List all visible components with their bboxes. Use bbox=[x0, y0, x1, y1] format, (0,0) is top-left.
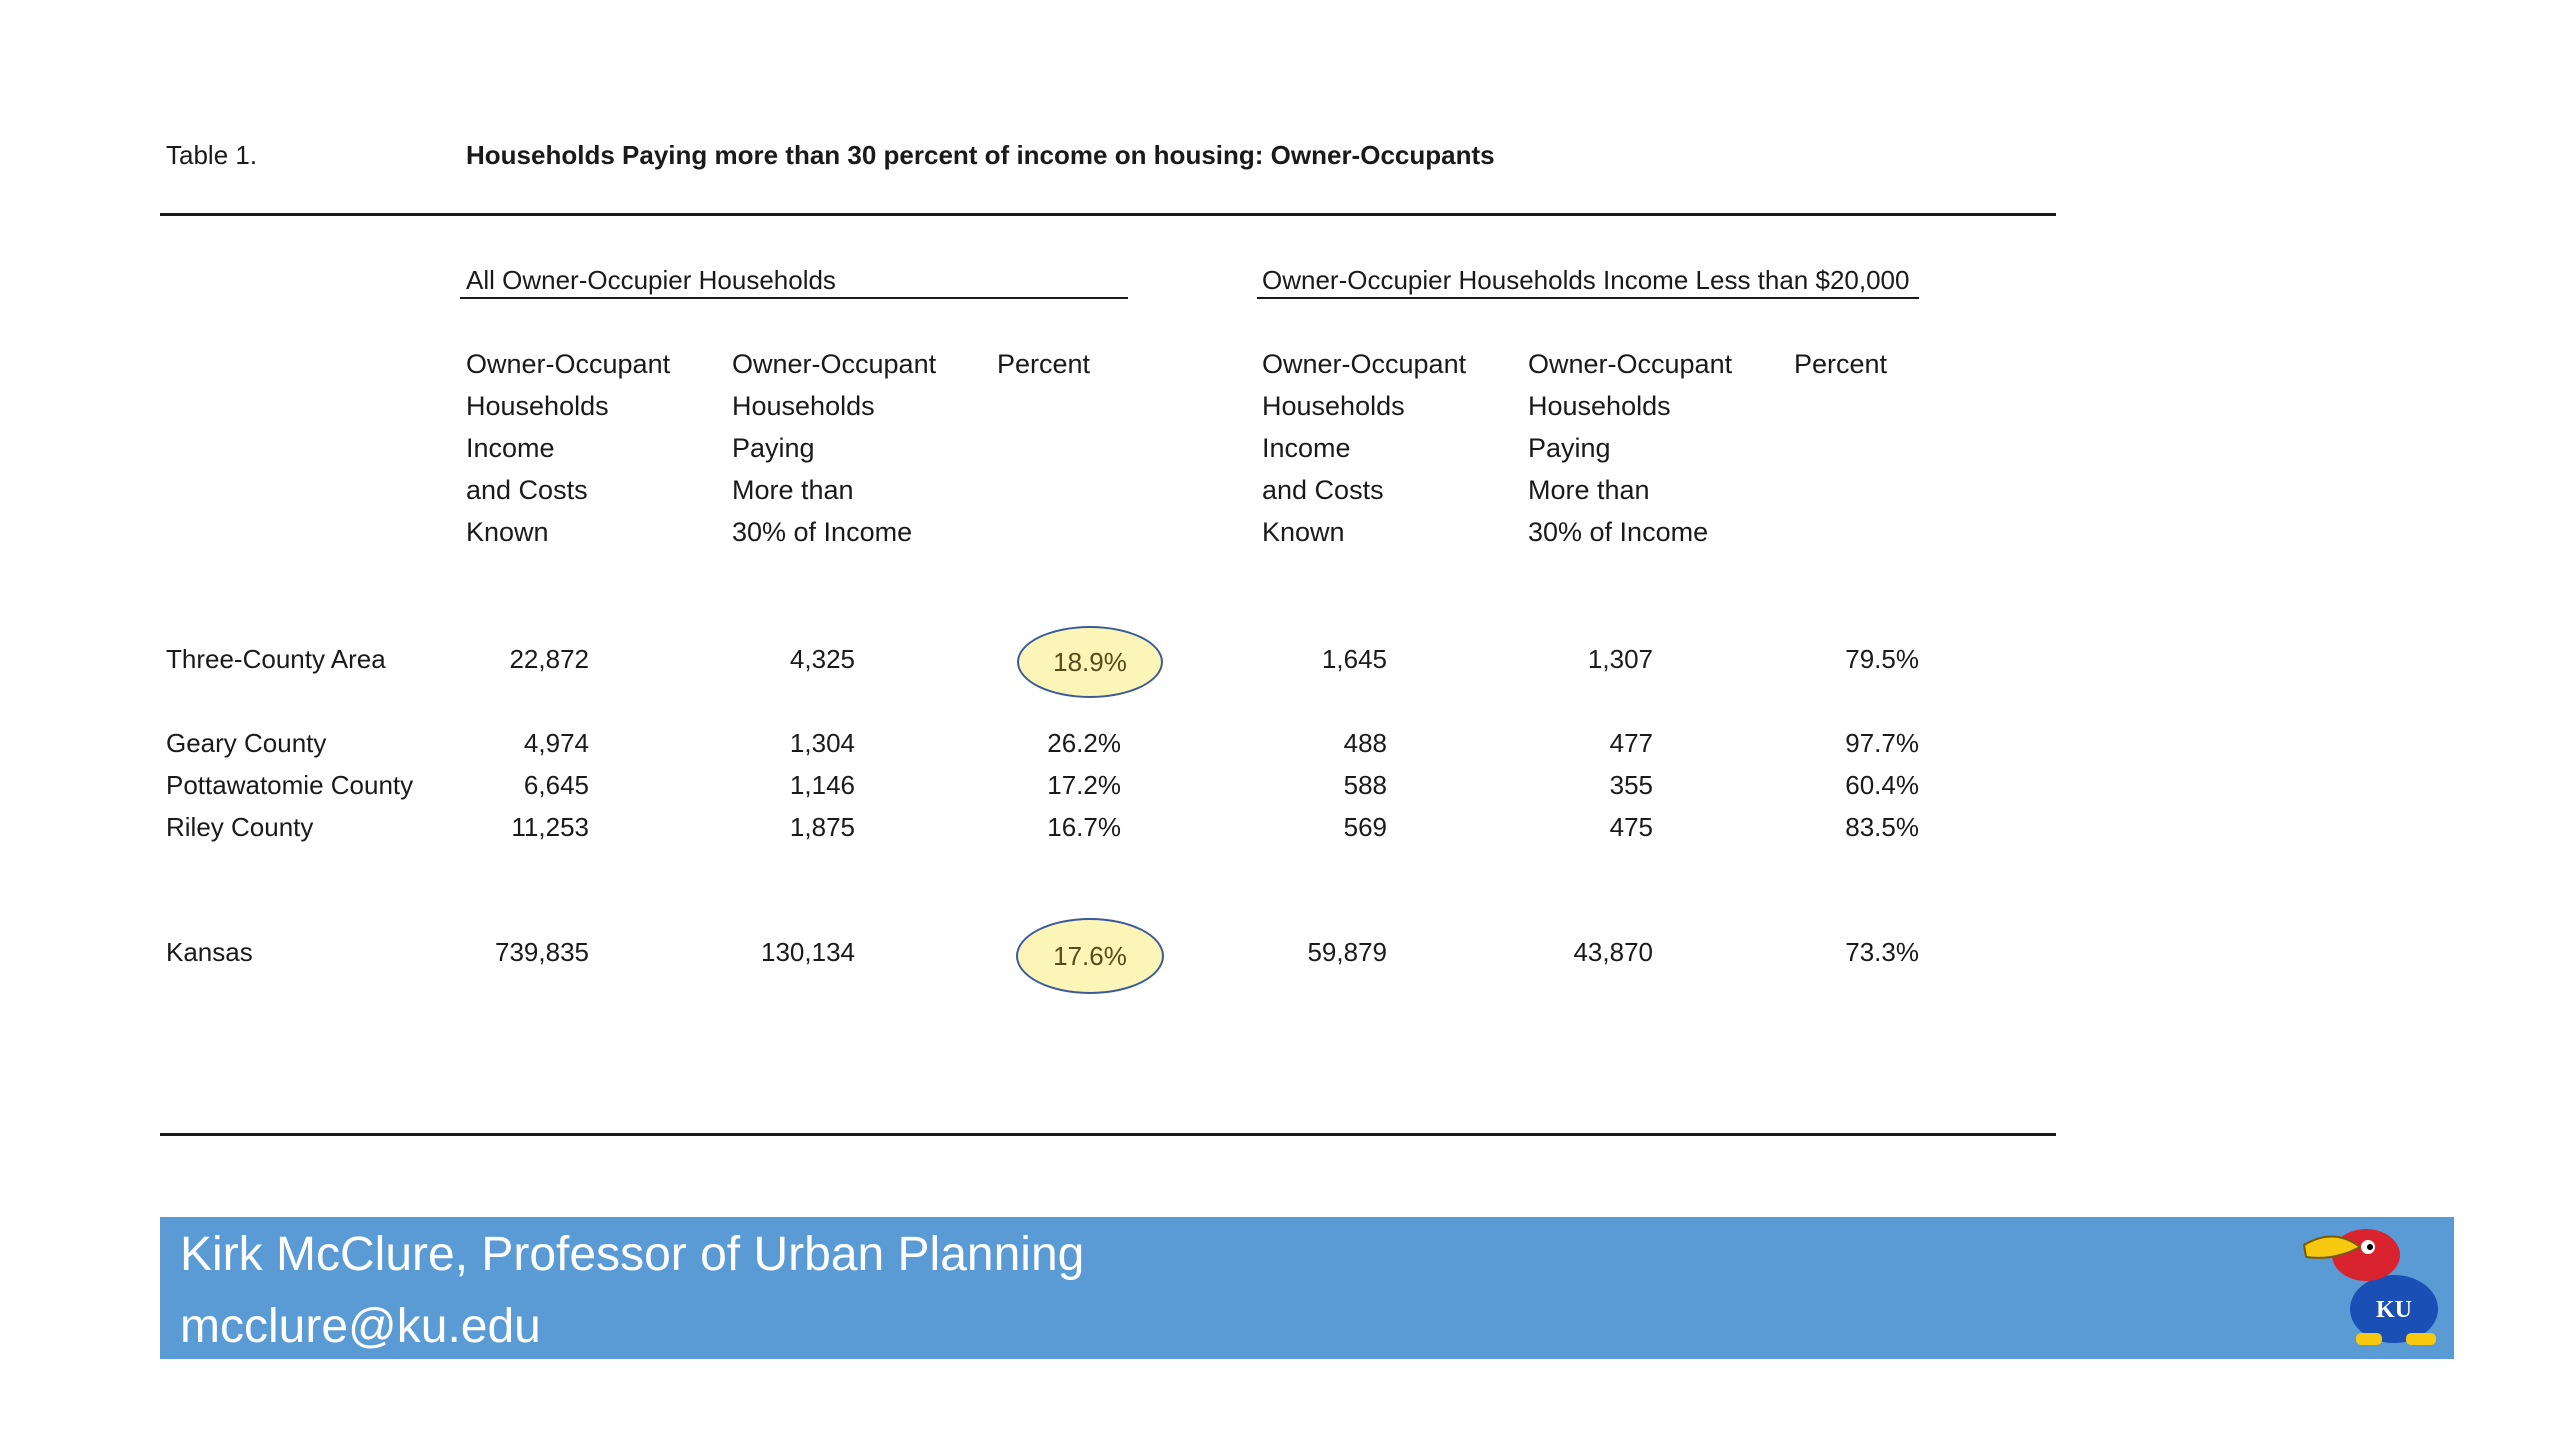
row-name-pottawatomie: Pottawatomie County bbox=[166, 770, 414, 800]
header-line: Owner-Occupant bbox=[1528, 349, 1733, 379]
header-line: Households bbox=[732, 391, 875, 421]
col-header-c5: Owner-Occupant Households Paying More th… bbox=[1528, 343, 1732, 553]
group-underline-all bbox=[460, 297, 1128, 299]
header-line: Households bbox=[1528, 391, 1671, 421]
highlight-ellipse: 17.6% bbox=[1016, 918, 1164, 994]
header-line: Known bbox=[1262, 517, 1345, 547]
header-line: 30% of Income bbox=[732, 517, 913, 547]
top-rule bbox=[160, 213, 2056, 216]
col-header-c2: Owner-Occupant Households Paying More th… bbox=[732, 343, 936, 553]
header-line: 30% of Income bbox=[1528, 517, 1709, 547]
header-line: More than bbox=[732, 475, 854, 505]
col-header-c3: Percent bbox=[997, 343, 1090, 385]
highlight-ellipse: 18.9% bbox=[1017, 626, 1163, 698]
cell: 11,253 bbox=[511, 812, 589, 842]
row-name-kansas: Kansas bbox=[166, 937, 253, 967]
header-line: Paying bbox=[1528, 433, 1611, 463]
author-email[interactable]: mcclure@ku.edu bbox=[180, 1300, 541, 1353]
group-header-all: All Owner-Occupier Households bbox=[466, 265, 836, 295]
table-label: Table 1. bbox=[166, 140, 258, 170]
row-name-geary: Geary County bbox=[166, 728, 327, 758]
row-name-riley: Riley County bbox=[166, 812, 314, 842]
cell: 1,304 bbox=[789, 728, 855, 758]
table-title: Households Paying more than 30 percent o… bbox=[466, 140, 1495, 170]
header-line: Percent bbox=[1794, 349, 1888, 379]
cell-highlighted: 17.6% bbox=[1053, 940, 1127, 971]
header-line: Income bbox=[1262, 433, 1351, 463]
header-line: Income bbox=[466, 433, 555, 463]
bottom-rule bbox=[160, 1133, 2056, 1136]
cell-highlighted: 18.9% bbox=[1053, 646, 1127, 677]
cell: 588 bbox=[1343, 770, 1387, 800]
cell: 26.2% bbox=[1047, 728, 1121, 758]
cell: 475 bbox=[1609, 812, 1653, 842]
header-line: Households bbox=[466, 391, 609, 421]
cell: 22,872 bbox=[509, 644, 589, 674]
cell: 79.5% bbox=[1845, 644, 1919, 674]
logo-text: KU bbox=[2376, 1297, 2412, 1323]
header-line: and Costs bbox=[1262, 475, 1384, 505]
cell: 355 bbox=[1609, 770, 1653, 800]
group-header-low-income: Owner-Occupier Households Income Less th… bbox=[1262, 265, 1910, 295]
cell: 59,879 bbox=[1307, 937, 1387, 967]
header-line: More than bbox=[1528, 475, 1650, 505]
cell: 1,307 bbox=[1587, 644, 1653, 674]
cell: 130,134 bbox=[761, 937, 855, 967]
cell: 1,146 bbox=[789, 770, 855, 800]
cell: 16.7% bbox=[1047, 812, 1121, 842]
cell: 1,645 bbox=[1321, 644, 1387, 674]
col-header-c6: Percent bbox=[1794, 343, 1887, 385]
cell: 73.3% bbox=[1845, 937, 1919, 967]
header-line: Owner-Occupant bbox=[1262, 349, 1467, 379]
header-line: Percent bbox=[997, 349, 1091, 379]
cell: 6,645 bbox=[523, 770, 589, 800]
footer-banner: Kirk McClure, Professor of Urban Plannin… bbox=[160, 1217, 2454, 1359]
author-name: Kirk McClure, Professor of Urban Plannin… bbox=[180, 1228, 1085, 1281]
header-line: Owner-Occupant bbox=[732, 349, 937, 379]
header-line: Households bbox=[1262, 391, 1405, 421]
cell: 1,875 bbox=[789, 812, 855, 842]
cell: 4,974 bbox=[523, 728, 589, 758]
row-name-three-county: Three-County Area bbox=[166, 644, 386, 674]
cell: 17.2% bbox=[1047, 770, 1121, 800]
cell: 60.4% bbox=[1845, 770, 1919, 800]
group-underline-low-income bbox=[1257, 297, 1919, 299]
col-header-c4: Owner-Occupant Households Income and Cos… bbox=[1262, 343, 1466, 553]
cell: 488 bbox=[1343, 728, 1387, 758]
ku-jayhawk-logo: KU bbox=[2294, 1217, 2454, 1359]
cell: 477 bbox=[1609, 728, 1653, 758]
cell: 4,325 bbox=[789, 644, 855, 674]
header-line: and Costs bbox=[466, 475, 588, 505]
header-line: Owner-Occupant bbox=[466, 349, 671, 379]
cell: 97.7% bbox=[1845, 728, 1919, 758]
cell: 739,835 bbox=[495, 937, 589, 967]
cell: 569 bbox=[1343, 812, 1387, 842]
jayhawk-icon: KU bbox=[2302, 1229, 2438, 1345]
header-line: Known bbox=[466, 517, 549, 547]
cell: 83.5% bbox=[1845, 812, 1919, 842]
header-line: Paying bbox=[732, 433, 815, 463]
col-header-c1: Owner-Occupant Households Income and Cos… bbox=[466, 343, 670, 553]
cell: 43,870 bbox=[1573, 937, 1653, 967]
